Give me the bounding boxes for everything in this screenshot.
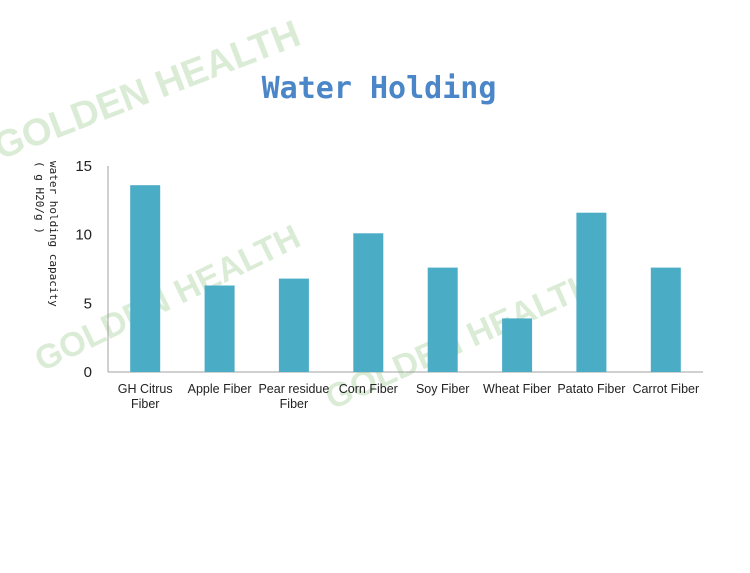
bar [130, 185, 161, 372]
bars [130, 185, 681, 372]
x-tick-label: Fiber [280, 397, 308, 411]
y-tick-label: 5 [84, 295, 92, 312]
bar [502, 318, 533, 372]
watermark-text: GOLDEN HEALTH [29, 218, 307, 379]
x-tick-label: Patato Fiber [557, 382, 625, 396]
x-tick-label: Apple Fiber [188, 382, 252, 396]
x-tick-label: Fiber [131, 397, 159, 411]
bar [353, 233, 384, 372]
y-tick-label: 10 [75, 227, 92, 244]
y-tick-label: 0 [84, 364, 92, 381]
bar [650, 267, 681, 372]
watermark-text: GOLDEN HEALTH [0, 13, 306, 168]
y-tick-label: 15 [75, 158, 92, 175]
x-tick-label: GH Citrus [118, 382, 173, 396]
y-axis-label-line: water holding capacity [47, 161, 60, 307]
x-tick-label: Corn Fiber [339, 382, 398, 396]
y-axis-label: water holding capacity( g H20/g ) [33, 161, 60, 307]
y-axis-label-line: ( g H20/g ) [33, 161, 46, 234]
x-tick-label: Soy Fiber [416, 382, 470, 396]
bar [576, 212, 607, 372]
bar [427, 267, 458, 372]
y-ticks: 0 5 10 15 [75, 158, 92, 381]
bar [278, 278, 309, 372]
x-tick-label: Carrot Fiber [632, 382, 699, 396]
x-tick-label: Wheat Fiber [483, 382, 551, 396]
bar [204, 285, 235, 372]
chart-title: Water Holding [262, 71, 497, 106]
x-tick-label: Pear residue [258, 382, 329, 396]
